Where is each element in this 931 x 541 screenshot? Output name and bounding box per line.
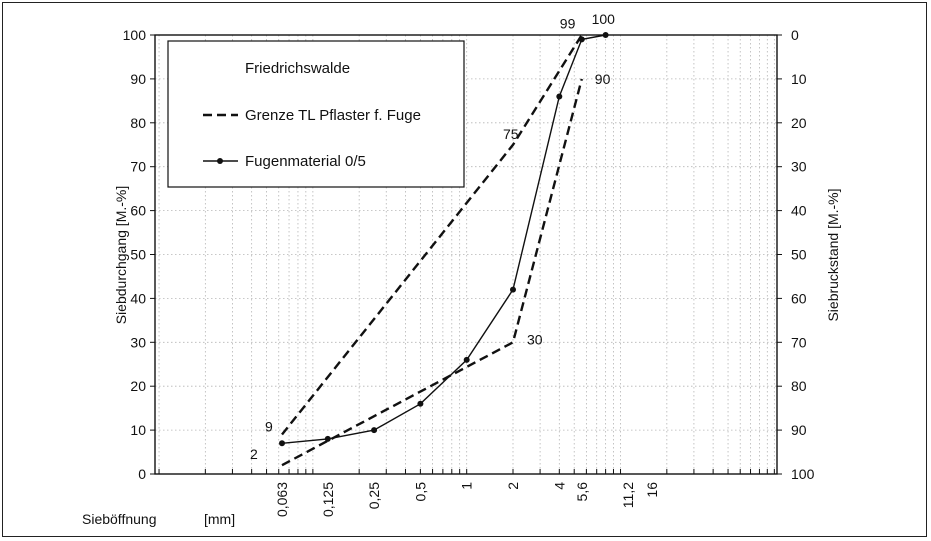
annotation-label: 9 bbox=[265, 418, 273, 434]
annotation-label: 75 bbox=[503, 126, 519, 142]
data-point bbox=[510, 286, 516, 293]
x-tick-label: 4 bbox=[551, 482, 567, 490]
y-tick-label-left: 80 bbox=[130, 115, 146, 131]
y-axis-title-right: Siebruckstand [M.-%] bbox=[825, 188, 841, 321]
y-tick-label-right: 90 bbox=[791, 422, 807, 438]
x-axis-unit: [mm] bbox=[204, 511, 235, 527]
y-tick-label-right: 0 bbox=[791, 27, 799, 43]
y-tick-label-left: 60 bbox=[130, 203, 146, 219]
series-layer bbox=[279, 32, 609, 467]
data-point bbox=[279, 440, 285, 447]
x-tick-label: 1 bbox=[459, 482, 475, 490]
y-tick-label-left: 50 bbox=[130, 247, 146, 263]
legend-marker bbox=[217, 158, 223, 164]
y-tick-label-right: 40 bbox=[791, 203, 807, 219]
y-tick-label-right: 50 bbox=[791, 247, 807, 263]
y-tick-label-right: 10 bbox=[791, 71, 807, 87]
data-point bbox=[463, 356, 470, 363]
y-tick-label-right: 70 bbox=[791, 334, 807, 350]
y-tick-label-right: 30 bbox=[791, 159, 807, 175]
y-tick-label-left: 40 bbox=[130, 290, 146, 306]
y-tick-label-left: 100 bbox=[123, 27, 147, 43]
legend: Friedrichswalde Grenze TL Pflaster f. Fu… bbox=[167, 40, 465, 188]
series-line-lower bbox=[281, 78, 583, 467]
annotation-label: 99 bbox=[560, 15, 576, 31]
y-tick-label-left: 20 bbox=[130, 378, 146, 394]
y-tick-label-right: 20 bbox=[791, 115, 807, 131]
data-point bbox=[371, 427, 378, 434]
y-tick-label-right: 100 bbox=[791, 466, 815, 482]
x-tick-label: 0,125 bbox=[320, 482, 336, 517]
annotation-label: 30 bbox=[527, 331, 543, 347]
x-tick-label: 0,25 bbox=[366, 482, 382, 509]
y-tick-label-right: 60 bbox=[791, 290, 807, 306]
y-tick-label-left: 10 bbox=[130, 422, 146, 438]
data-point bbox=[324, 435, 331, 442]
x-tick-label: 5,6 bbox=[574, 482, 590, 502]
legend-item-material: Fugenmaterial 0/5 bbox=[245, 153, 366, 170]
data-point bbox=[417, 400, 424, 407]
x-axis-title: Sieböffnung bbox=[82, 511, 156, 527]
annotation-label: 90 bbox=[595, 71, 611, 87]
x-tick-label: 0,063 bbox=[274, 482, 290, 517]
y-tick-label-left: 30 bbox=[130, 334, 146, 350]
y-tick-label-left: 90 bbox=[130, 71, 146, 87]
annotation-label: 100 bbox=[592, 11, 616, 27]
axis-ticks bbox=[150, 34, 782, 475]
series-line-upper bbox=[281, 34, 583, 436]
legend-title: Friedrichswalde bbox=[245, 60, 350, 77]
x-tick-label: 2 bbox=[505, 482, 521, 490]
data-point bbox=[556, 93, 563, 100]
x-tick-label: 11,2 bbox=[620, 482, 636, 508]
data-point bbox=[602, 32, 609, 38]
annotation-label: 2 bbox=[250, 446, 258, 462]
y-axis-title-left: Siebdurchgang [M.-%] bbox=[113, 186, 129, 325]
x-tick-label: 0,5 bbox=[412, 482, 428, 502]
y-tick-label-left: 0 bbox=[138, 466, 146, 482]
y-tick-label-left: 70 bbox=[130, 159, 146, 175]
y-tick-label-right: 80 bbox=[791, 378, 807, 394]
data-point bbox=[578, 36, 585, 43]
x-tick-label: 16 bbox=[644, 482, 660, 498]
legend-item-limit: Grenze TL Pflaster f. Fuge bbox=[245, 107, 421, 124]
